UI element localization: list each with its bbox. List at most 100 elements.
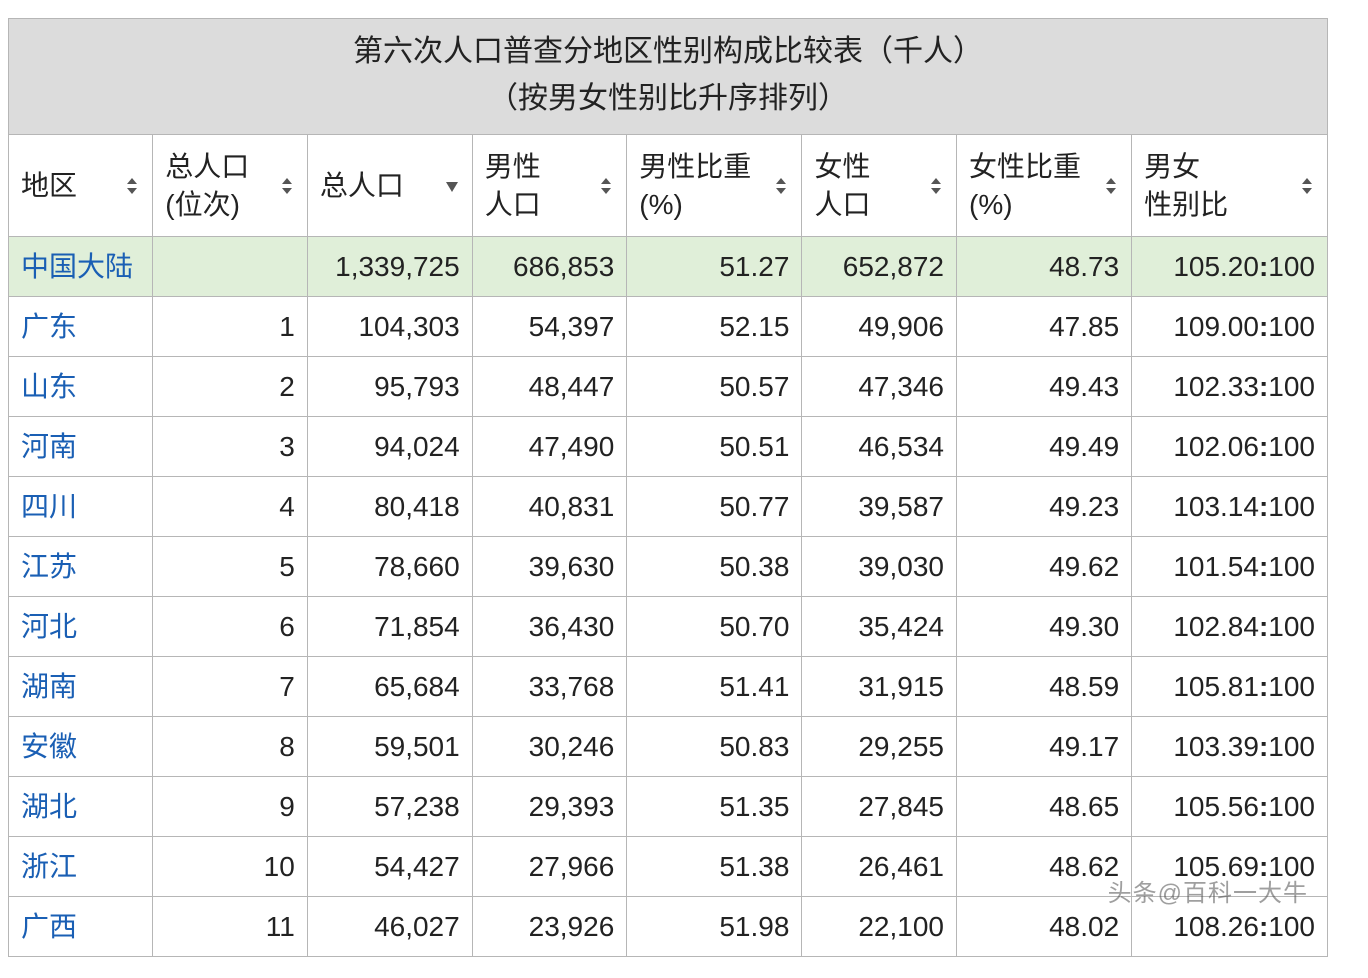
region-link[interactable]: 山东 bbox=[9, 357, 153, 417]
cell-rank: 3 bbox=[153, 417, 308, 477]
region-link[interactable]: 河南 bbox=[9, 417, 153, 477]
cell-total: 94,024 bbox=[307, 417, 472, 477]
cell-ratio: 105.81:100 bbox=[1132, 657, 1328, 717]
cell-rank: 4 bbox=[153, 477, 308, 537]
cell-male_pct: 51.98 bbox=[627, 897, 802, 957]
column-header-label: 女性比重 (%) bbox=[969, 148, 1081, 224]
table-row: 广东1104,30354,39752.1549,90647.85109.00:1… bbox=[9, 297, 1328, 357]
census-table: 地区 总人口 (位次) 总人口 男性 人口 男性比重 (%) 女性 人口 女性比重 (%) 男… bbox=[8, 134, 1328, 957]
cell-male_pct: 50.77 bbox=[627, 477, 802, 537]
table-row: 中国大陆1,339,725686,85351.27652,87248.73105… bbox=[9, 237, 1328, 297]
column-header-label: 总人口 bbox=[320, 167, 404, 205]
cell-ratio: 105.20:100 bbox=[1132, 237, 1328, 297]
cell-total: 80,418 bbox=[307, 477, 472, 537]
cell-female: 47,346 bbox=[802, 357, 957, 417]
cell-rank: 2 bbox=[153, 357, 308, 417]
cell-ratio: 103.39:100 bbox=[1132, 717, 1328, 777]
table-row: 江苏578,66039,63050.3839,03049.62101.54:10… bbox=[9, 537, 1328, 597]
region-link[interactable]: 广西 bbox=[9, 897, 153, 957]
region-link[interactable]: 中国大陆 bbox=[9, 237, 153, 297]
cell-rank bbox=[153, 237, 308, 297]
region-link[interactable]: 安徽 bbox=[9, 717, 153, 777]
cell-female: 652,872 bbox=[802, 237, 957, 297]
region-link[interactable]: 湖北 bbox=[9, 777, 153, 837]
cell-rank: 8 bbox=[153, 717, 308, 777]
column-header-rank[interactable]: 总人口 (位次) bbox=[153, 135, 308, 237]
cell-female_pct: 49.62 bbox=[957, 537, 1132, 597]
cell-female_pct: 48.73 bbox=[957, 237, 1132, 297]
cell-rank: 7 bbox=[153, 657, 308, 717]
column-header-total[interactable]: 总人口 bbox=[307, 135, 472, 237]
region-link[interactable]: 广东 bbox=[9, 297, 153, 357]
column-header-label: 男性 人口 bbox=[485, 148, 541, 224]
cell-female: 46,534 bbox=[802, 417, 957, 477]
table-row: 河北671,85436,43050.7035,42449.30102.84:10… bbox=[9, 597, 1328, 657]
column-header-label: 男女 性别比 bbox=[1144, 148, 1228, 224]
column-header-label: 地区 bbox=[21, 167, 77, 205]
sort-icon bbox=[928, 176, 944, 196]
sort-icon bbox=[598, 176, 614, 196]
cell-female_pct: 48.02 bbox=[957, 897, 1132, 957]
cell-ratio: 109.00:100 bbox=[1132, 297, 1328, 357]
table-row: 广西1146,02723,92651.9822,10048.02108.26:1… bbox=[9, 897, 1328, 957]
sort-icon bbox=[773, 176, 789, 196]
cell-male_pct: 51.35 bbox=[627, 777, 802, 837]
column-header-label: 女性 人口 bbox=[814, 148, 870, 224]
cell-female: 26,461 bbox=[802, 837, 957, 897]
cell-male_pct: 50.38 bbox=[627, 537, 802, 597]
column-header-female[interactable]: 女性 人口 bbox=[802, 135, 957, 237]
cell-female_pct: 48.62 bbox=[957, 837, 1132, 897]
cell-male: 33,768 bbox=[472, 657, 627, 717]
cell-total: 46,027 bbox=[307, 897, 472, 957]
cell-total: 59,501 bbox=[307, 717, 472, 777]
table-header-row: 地区 总人口 (位次) 总人口 男性 人口 男性比重 (%) 女性 人口 女性比重 (%) 男… bbox=[9, 135, 1328, 237]
cell-total: 57,238 bbox=[307, 777, 472, 837]
cell-rank: 6 bbox=[153, 597, 308, 657]
table-row: 湖北957,23829,39351.3527,84548.65105.56:10… bbox=[9, 777, 1328, 837]
cell-male: 39,630 bbox=[472, 537, 627, 597]
cell-male_pct: 50.83 bbox=[627, 717, 802, 777]
cell-female_pct: 49.30 bbox=[957, 597, 1132, 657]
column-header-ratio[interactable]: 男女 性别比 bbox=[1132, 135, 1328, 237]
cell-male_pct: 50.70 bbox=[627, 597, 802, 657]
caption-line-1: 第六次人口普查分地区性别构成比较表（千人） bbox=[17, 29, 1319, 76]
cell-male_pct: 50.51 bbox=[627, 417, 802, 477]
column-header-label: 男性比重 (%) bbox=[639, 148, 751, 224]
sort-icon bbox=[124, 176, 140, 196]
cell-rank: 11 bbox=[153, 897, 308, 957]
cell-female_pct: 48.65 bbox=[957, 777, 1132, 837]
cell-female_pct: 49.23 bbox=[957, 477, 1132, 537]
cell-ratio: 108.26:100 bbox=[1132, 897, 1328, 957]
cell-female_pct: 49.17 bbox=[957, 717, 1132, 777]
table-row: 安徽859,50130,24650.8329,25549.17103.39:10… bbox=[9, 717, 1328, 777]
cell-total: 78,660 bbox=[307, 537, 472, 597]
cell-total: 71,854 bbox=[307, 597, 472, 657]
region-link[interactable]: 湖南 bbox=[9, 657, 153, 717]
cell-female: 29,255 bbox=[802, 717, 957, 777]
cell-male: 36,430 bbox=[472, 597, 627, 657]
cell-male: 40,831 bbox=[472, 477, 627, 537]
region-link[interactable]: 河北 bbox=[9, 597, 153, 657]
cell-male_pct: 51.38 bbox=[627, 837, 802, 897]
column-header-region[interactable]: 地区 bbox=[9, 135, 153, 237]
region-link[interactable]: 江苏 bbox=[9, 537, 153, 597]
cell-rank: 5 bbox=[153, 537, 308, 597]
region-link[interactable]: 四川 bbox=[9, 477, 153, 537]
cell-female: 49,906 bbox=[802, 297, 957, 357]
cell-ratio: 102.06:100 bbox=[1132, 417, 1328, 477]
cell-ratio: 101.54:100 bbox=[1132, 537, 1328, 597]
table-row: 湖南765,68433,76851.4131,91548.59105.81:10… bbox=[9, 657, 1328, 717]
cell-male: 30,246 bbox=[472, 717, 627, 777]
cell-female_pct: 47.85 bbox=[957, 297, 1132, 357]
column-header-female_pct[interactable]: 女性比重 (%) bbox=[957, 135, 1132, 237]
cell-male_pct: 50.57 bbox=[627, 357, 802, 417]
region-link[interactable]: 浙江 bbox=[9, 837, 153, 897]
cell-female_pct: 48.59 bbox=[957, 657, 1132, 717]
table-row: 山东295,79348,44750.5747,34649.43102.33:10… bbox=[9, 357, 1328, 417]
cell-total: 104,303 bbox=[307, 297, 472, 357]
column-header-male_pct[interactable]: 男性比重 (%) bbox=[627, 135, 802, 237]
column-header-male[interactable]: 男性 人口 bbox=[472, 135, 627, 237]
cell-female: 31,915 bbox=[802, 657, 957, 717]
cell-male: 29,393 bbox=[472, 777, 627, 837]
cell-female_pct: 49.49 bbox=[957, 417, 1132, 477]
